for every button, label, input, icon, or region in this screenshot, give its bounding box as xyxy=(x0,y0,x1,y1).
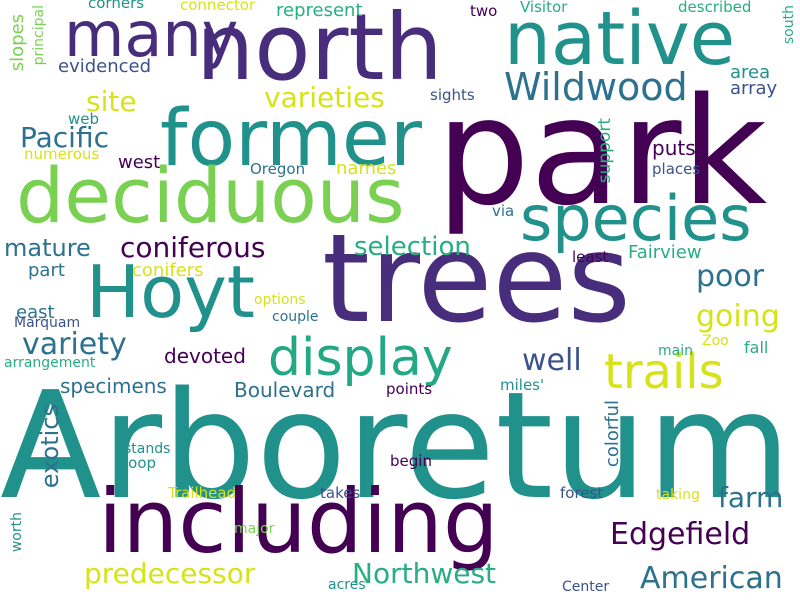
cloud-word-arrangement: arrangement xyxy=(4,355,96,371)
cloud-word-principal: principal xyxy=(31,5,47,66)
cloud-word-oregon: Oregon xyxy=(250,160,306,178)
cloud-word-many: many xyxy=(64,0,239,71)
cloud-word-colorful: colorful xyxy=(602,400,623,468)
cloud-word-boulevard: Boulevard xyxy=(234,378,336,402)
cloud-word-stands: stands xyxy=(124,441,171,457)
cloud-word-web: web xyxy=(68,110,100,128)
cloud-word-loop: loop xyxy=(124,454,157,472)
cloud-word-farm: farm xyxy=(718,481,784,514)
cloud-word-north: north xyxy=(196,0,443,101)
cloud-word-part: part xyxy=(28,260,65,281)
cloud-word-points: points xyxy=(386,380,433,398)
cloud-word-south: south xyxy=(781,5,797,45)
cloud-word-wildwood: Wildwood xyxy=(504,65,688,109)
cloud-word-variety: variety xyxy=(22,327,127,362)
cloud-word-display: display xyxy=(268,328,453,388)
cloud-word-including: including xyxy=(98,470,499,573)
cloud-word-former: former xyxy=(160,94,422,184)
cloud-word-conifers: conifers xyxy=(132,260,204,281)
cloud-word-names: names xyxy=(336,158,397,179)
cloud-word-forest: forest xyxy=(560,484,604,502)
cloud-word-deciduous: deciduous xyxy=(16,151,405,240)
cloud-word-going: going xyxy=(696,299,780,334)
cloud-word-corners: corners xyxy=(88,0,145,12)
cloud-word-trees: trees xyxy=(322,208,631,350)
cloud-word-couple: couple xyxy=(272,309,319,325)
cloud-word-visitor: Visitor xyxy=(520,0,568,16)
cloud-word-fairview: Fairview xyxy=(628,242,702,263)
cloud-word-hoyt: Hoyt xyxy=(86,250,256,334)
cloud-word-pacific: Pacific xyxy=(20,121,109,154)
cloud-word-varieties: varieties xyxy=(264,81,385,114)
cloud-word-evidenced: evidenced xyxy=(58,56,152,77)
cloud-word-arboretum: Arboretum xyxy=(0,360,792,532)
cloud-word-worth: worth xyxy=(9,512,25,553)
cloud-word-edgefield: Edgefield xyxy=(610,517,751,552)
cloud-word-native: native xyxy=(504,0,736,82)
cloud-word-well: well xyxy=(522,343,582,378)
cloud-word-site: site xyxy=(86,85,137,118)
cloud-word-center: Center xyxy=(562,579,610,595)
cloud-word-via: via xyxy=(492,202,515,220)
cloud-word-coniferous: coniferous xyxy=(120,231,266,264)
cloud-word-park: park xyxy=(436,66,768,238)
cloud-word-devoted: devoted xyxy=(164,344,246,368)
cloud-word-connector: connector xyxy=(180,0,256,14)
cloud-word-east: east xyxy=(16,302,55,323)
cloud-word-area: area xyxy=(730,62,771,83)
cloud-word-described: described xyxy=(678,0,752,16)
cloud-word-trails: trails xyxy=(604,344,724,400)
cloud-word-poor: poor xyxy=(696,259,765,294)
cloud-word-mature: mature xyxy=(4,234,91,262)
cloud-word-zoo: Zoo xyxy=(702,333,729,349)
cloud-word-two: two xyxy=(470,2,498,20)
cloud-word-array: array xyxy=(730,78,778,99)
cloud-word-selection: selection xyxy=(354,232,471,262)
cloud-word-slopes: slopes xyxy=(7,14,28,72)
cloud-word-trailhead: Trailhead xyxy=(168,484,237,502)
cloud-word-acres: acres xyxy=(328,577,366,593)
cloud-word-puts: puts xyxy=(652,136,696,160)
cloud-word-west: west xyxy=(118,152,161,173)
cloud-word-least: least xyxy=(572,248,609,266)
cloud-word-places: places xyxy=(652,160,701,178)
cloud-word-northwest: Northwest xyxy=(352,557,497,590)
cloud-word-specimens: specimens xyxy=(60,374,167,398)
cloud-word-takes: takes xyxy=(320,484,361,502)
cloud-word-predecessor: predecessor xyxy=(84,557,256,590)
cloud-word-sights: sights xyxy=(430,86,475,104)
cloud-word-numerous: numerous xyxy=(24,145,100,163)
cloud-word-exotics: exotics xyxy=(36,404,64,489)
cloud-word-marquam: Marquam xyxy=(14,315,81,331)
cloud-word-taking: taking xyxy=(656,487,700,503)
cloud-word-begin: begin xyxy=(390,452,432,470)
cloud-word-species: species xyxy=(520,182,752,255)
cloud-word-miles: miles' xyxy=(500,376,545,394)
cloud-word-major: major xyxy=(234,521,275,537)
cloud-word-fall: fall xyxy=(744,338,769,357)
cloud-word-american: American xyxy=(640,561,783,596)
cloud-word-main: main xyxy=(658,343,693,359)
cloud-word-represent: represent xyxy=(276,0,363,21)
cloud-word-support: support xyxy=(595,118,615,184)
cloud-word-options: options xyxy=(254,292,306,308)
